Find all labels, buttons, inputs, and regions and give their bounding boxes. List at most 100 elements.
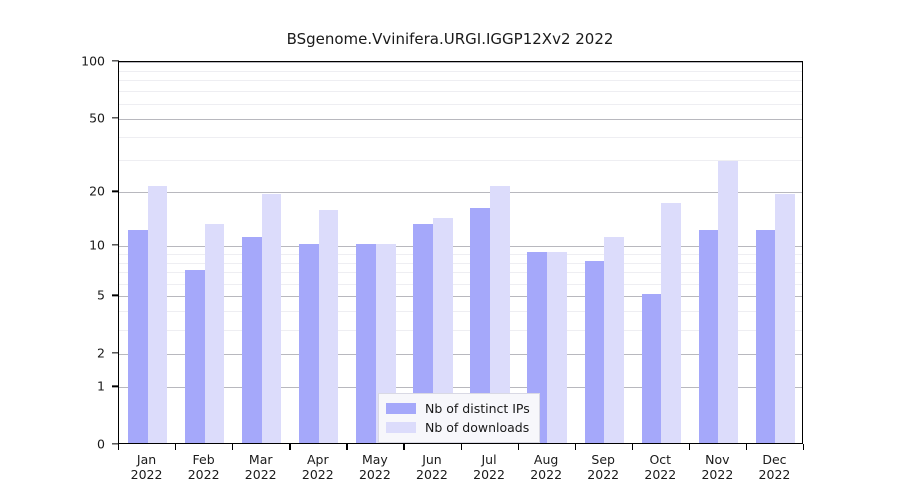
- y-tick-label: 1: [97, 378, 105, 394]
- x-tick-label: Aug 2022: [506, 452, 586, 482]
- legend-label-distinct-ips: Nb of distinct IPs: [425, 401, 530, 416]
- gridline: [119, 91, 802, 93]
- x-tick-label-month: Jul: [481, 452, 497, 467]
- x-tick-label-month: Feb: [192, 452, 215, 467]
- x-tick-label-month: Aug: [533, 452, 559, 467]
- gridline: [119, 329, 802, 331]
- bar-series-layer: [119, 62, 802, 443]
- x-tick-label-year: 2022: [530, 467, 563, 482]
- x-tick-label-year: 2022: [758, 467, 791, 482]
- x-tick-label: Feb 2022: [164, 452, 244, 482]
- gridline: [119, 283, 802, 285]
- gridline: [119, 272, 802, 274]
- legend-item: Nb of downloads: [386, 418, 530, 437]
- x-tick-label-month: Jun: [422, 452, 442, 467]
- gridline: [119, 118, 802, 120]
- x-tick-label-year: 2022: [701, 467, 734, 482]
- bar-distinct-ips: [299, 244, 319, 443]
- x-tick-mark: [289, 444, 291, 450]
- x-tick-label-year: 2022: [301, 467, 334, 482]
- bar-distinct-ips: [755, 230, 776, 443]
- bar-distinct-ips: [242, 236, 262, 443]
- bar-distinct-ips: [698, 230, 719, 443]
- gridline: [119, 62, 802, 63]
- gridline: [119, 246, 802, 247]
- gridline: [119, 387, 802, 389]
- legend-swatch-downloads: [386, 422, 416, 433]
- x-tick-label-month: Mar: [248, 452, 273, 467]
- y-tick-label: 10: [89, 237, 105, 253]
- x-tick-label: Dec 2022: [734, 452, 814, 482]
- x-tick-mark: [175, 444, 177, 450]
- gridline: [119, 103, 802, 105]
- gridline: [119, 136, 802, 138]
- x-tick-label-month: Nov: [705, 452, 730, 467]
- bar-distinct-ips: [641, 294, 662, 443]
- y-tick-label: 20: [89, 183, 105, 199]
- x-tick-label: Nov 2022: [677, 452, 757, 482]
- gridline: [119, 311, 802, 313]
- x-tick-mark: [745, 444, 748, 450]
- plot-area: [118, 61, 803, 444]
- x-tick-label: Jun 2022: [392, 452, 472, 482]
- bar-downloads: [432, 218, 453, 443]
- bar-distinct-ips: [127, 230, 148, 443]
- bar-distinct-ips: [413, 224, 433, 443]
- bar-downloads: [718, 160, 739, 443]
- bar-downloads: [490, 186, 510, 443]
- y-tick-label: 100: [81, 53, 105, 69]
- y-tick-label: 0: [97, 436, 105, 452]
- gridline: [119, 192, 802, 194]
- gridline: [119, 262, 802, 264]
- bar-downloads: [661, 203, 681, 443]
- x-tick-mark: [460, 444, 462, 450]
- x-tick-mark: [346, 444, 348, 450]
- x-tick-label-year: 2022: [473, 467, 505, 482]
- gridline: [119, 80, 802, 82]
- x-tick-label-month: Jan: [136, 452, 157, 467]
- x-tick-label: Apr 2022: [278, 452, 358, 482]
- x-tick-label-year: 2022: [187, 467, 220, 482]
- gridline: [119, 70, 802, 72]
- y-tick-label: 5: [97, 287, 105, 303]
- bar-downloads: [261, 194, 282, 443]
- bar-downloads: [318, 210, 339, 443]
- x-tick-mark: [574, 444, 576, 450]
- x-tick-label-year: 2022: [130, 467, 163, 482]
- x-tick-mark: [803, 444, 805, 450]
- gridline: [119, 353, 802, 355]
- bar-downloads: [775, 194, 796, 443]
- x-tick-mark: [118, 444, 120, 450]
- x-tick-label-year: 2022: [644, 467, 677, 482]
- x-tick-label: May 2022: [335, 452, 415, 482]
- legend-item: Nb of distinct IPs: [386, 399, 530, 418]
- legend-label-downloads: Nb of downloads: [425, 420, 530, 435]
- x-tick-mark: [631, 444, 634, 450]
- x-tick-label: Jul 2022: [449, 452, 529, 482]
- x-tick-label-month: Oct: [649, 452, 672, 467]
- x-tick-mark: [688, 444, 691, 450]
- bar-distinct-ips: [470, 207, 491, 443]
- gridline: [119, 160, 802, 162]
- chart-legend: Nb of distinct IPs Nb of downloads: [378, 393, 540, 443]
- bar-downloads: [547, 251, 567, 443]
- y-tick-label: 2: [97, 345, 105, 361]
- bar-distinct-ips: [184, 270, 205, 443]
- x-tick-label-year: 2022: [244, 467, 277, 482]
- x-tick-label: Sep 2022: [563, 452, 643, 482]
- x-tick-label: Mar 2022: [221, 452, 301, 482]
- x-tick-label-month: Apr: [306, 452, 329, 467]
- gridline: [119, 296, 802, 298]
- x-tick-label: Oct 2022: [620, 452, 700, 482]
- x-tick-mark: [517, 444, 519, 450]
- x-tick-label: Jan 2022: [107, 452, 187, 482]
- x-tick-mark: [403, 444, 405, 450]
- x-tick-label-year: 2022: [358, 467, 391, 482]
- x-tick-mark: [232, 444, 234, 450]
- bar-distinct-ips: [356, 244, 376, 443]
- x-tick-label-month: May: [361, 452, 388, 467]
- bar-downloads: [604, 236, 624, 443]
- y-tick-label: 50: [89, 110, 105, 126]
- x-tick-label-month: Dec: [762, 452, 787, 467]
